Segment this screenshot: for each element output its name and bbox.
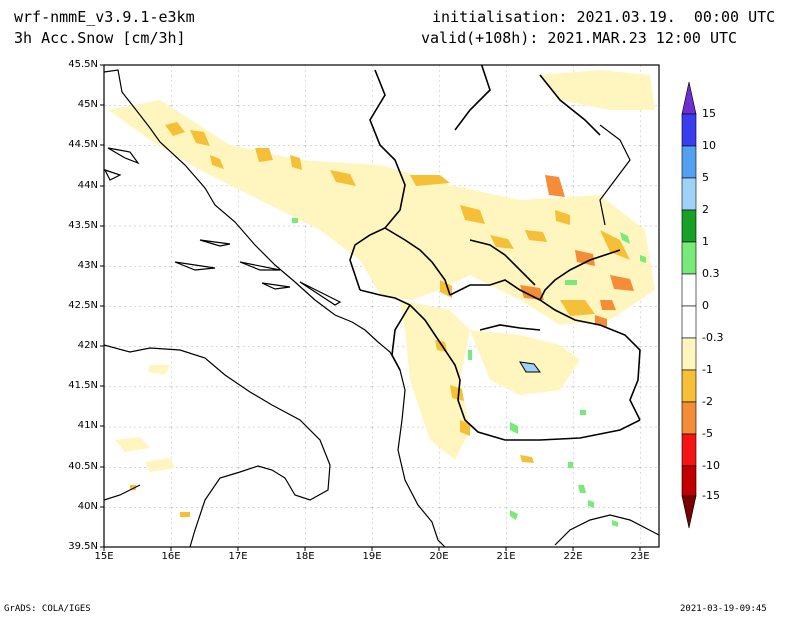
colorbar-label: 0.3 [702, 267, 720, 280]
colorbar-label: -15 [702, 489, 720, 502]
lon-label: 22E [563, 551, 583, 562]
coastlines [104, 69, 659, 547]
lat-label: 41N [77, 420, 98, 431]
colorbar-label: -5 [702, 427, 713, 440]
colorbar-label: -2 [702, 395, 713, 408]
lon-label: 17E [228, 551, 248, 562]
colorbar-arrow-top [681, 81, 697, 115]
lat-label: 43.5N [68, 220, 98, 231]
country-borders [349, 65, 641, 441]
model-title: wrf-nmmE_v3.9.1-e3km [14, 8, 195, 26]
lake-ohrid [519, 361, 541, 373]
snow-yellow-areas [130, 122, 630, 517]
lat-label: 41.5N [68, 380, 98, 391]
colorbar-arrow-bottom [681, 495, 697, 529]
lon-label: 18E [295, 551, 315, 562]
colorbar-label: 5 [702, 171, 709, 184]
lon-label: 15E [94, 551, 114, 562]
lon-label: 16E [161, 551, 181, 562]
lon-label: 21E [496, 551, 516, 562]
init-time: initialisation: 2021.03.19. 00:00 UTC [432, 8, 776, 26]
lat-label: 45.5N [68, 59, 98, 70]
valid-time: valid(+108h): 2021.MAR.23 12:00 UTC [421, 29, 738, 47]
lat-label: 44.5N [68, 139, 98, 150]
lon-label: 19E [362, 551, 382, 562]
colorbar-label: 15 [702, 107, 716, 120]
lat-label: 40.5N [68, 461, 98, 472]
lat-label: 43N [77, 260, 98, 271]
colorbar-label: 1 [702, 235, 709, 248]
snow-orange-areas [520, 175, 634, 327]
lat-label: 44N [77, 180, 98, 191]
lat-label: 40N [77, 501, 98, 512]
map-area [104, 65, 659, 547]
colorbar [681, 81, 697, 529]
lat-label: 39.5N [68, 541, 98, 552]
colorbar-label: 0 [702, 299, 709, 312]
colorbar-label: 10 [702, 139, 716, 152]
lat-label: 42N [77, 340, 98, 351]
lon-label: 23E [630, 551, 650, 562]
colorbar-label: -1 [702, 363, 713, 376]
field-title: 3h Acc.Snow [cm/3h] [14, 29, 186, 47]
footer-credit: GrADS: COLA/IGES [4, 604, 91, 614]
snow-green-areas [292, 218, 646, 527]
lon-label: 20E [429, 551, 449, 562]
colorbar-label: -0.3 [702, 331, 724, 344]
lat-label: 42.5N [68, 300, 98, 311]
colorbar-label: 2 [702, 203, 709, 216]
colorbar-label: -10 [702, 459, 720, 472]
axis-ticks [100, 64, 641, 551]
footer-timestamp: 2021-03-19-09:45 [680, 604, 767, 614]
lat-label: 45N [77, 99, 98, 110]
